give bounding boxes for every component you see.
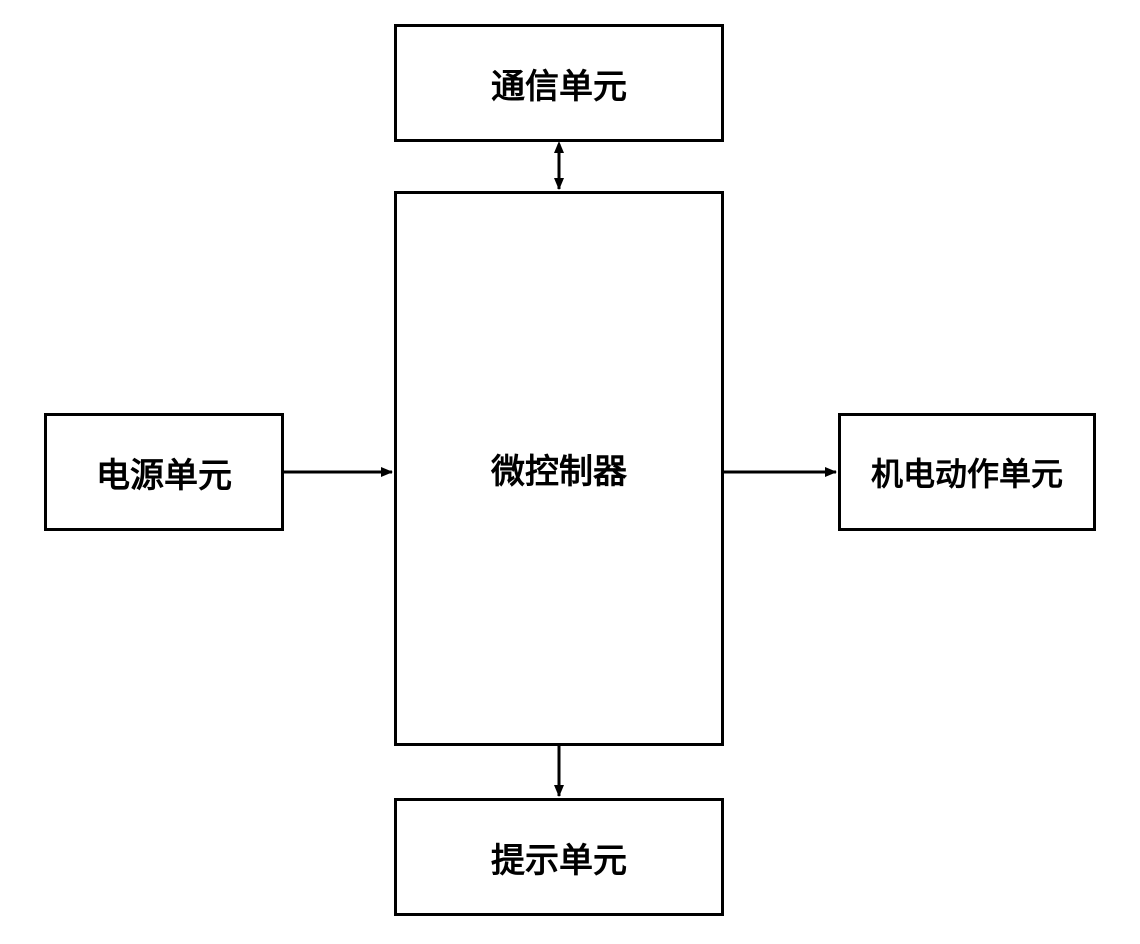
node-actuator-unit: 机电动作单元: [838, 413, 1096, 531]
node-prompt-unit: 提示单元: [394, 798, 724, 916]
node-label: 电源单元: [96, 448, 232, 497]
node-label: 提示单元: [491, 833, 627, 882]
node-label: 机电动作单元: [871, 449, 1063, 495]
node-communication-unit: 通信单元: [394, 24, 724, 142]
node-power-unit: 电源单元: [44, 413, 284, 531]
diagram-canvas: 通信单元 微控制器 电源单元 机电动作单元 提示单元: [0, 0, 1140, 944]
node-label: 通信单元: [491, 59, 627, 108]
node-label: 微控制器: [491, 444, 627, 493]
node-microcontroller: 微控制器: [394, 191, 724, 746]
